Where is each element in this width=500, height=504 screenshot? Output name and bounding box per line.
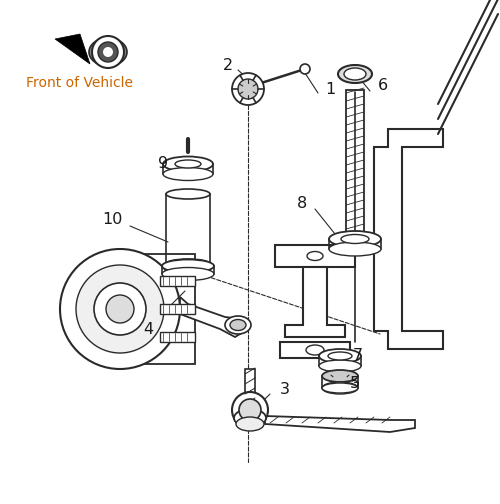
Bar <box>160 304 195 314</box>
Polygon shape <box>55 34 90 64</box>
Text: 8: 8 <box>297 197 307 212</box>
Ellipse shape <box>162 260 214 273</box>
Ellipse shape <box>236 417 264 431</box>
Ellipse shape <box>175 160 201 168</box>
Circle shape <box>238 79 258 99</box>
Ellipse shape <box>322 382 358 394</box>
Ellipse shape <box>225 316 251 334</box>
Text: Front of Vehicle: Front of Vehicle <box>26 76 134 90</box>
Text: 9: 9 <box>158 157 168 171</box>
Circle shape <box>232 392 268 428</box>
Ellipse shape <box>163 167 213 180</box>
Circle shape <box>76 265 164 353</box>
Ellipse shape <box>322 383 358 393</box>
Ellipse shape <box>162 268 214 281</box>
Polygon shape <box>180 297 245 337</box>
Polygon shape <box>374 129 443 349</box>
Ellipse shape <box>307 251 323 261</box>
Ellipse shape <box>306 345 324 355</box>
Ellipse shape <box>329 242 381 256</box>
Ellipse shape <box>166 189 210 199</box>
Ellipse shape <box>230 320 246 331</box>
Ellipse shape <box>319 360 361 372</box>
Ellipse shape <box>344 68 366 80</box>
Circle shape <box>94 283 146 335</box>
Ellipse shape <box>163 157 213 171</box>
Text: 4: 4 <box>143 322 153 337</box>
Ellipse shape <box>341 234 369 243</box>
Bar <box>160 332 195 342</box>
Text: 6: 6 <box>378 79 388 94</box>
Circle shape <box>300 64 310 74</box>
Bar <box>275 245 355 267</box>
Ellipse shape <box>319 349 361 363</box>
Ellipse shape <box>322 370 358 382</box>
Circle shape <box>103 47 113 57</box>
Text: 10: 10 <box>102 212 122 226</box>
Text: 2: 2 <box>223 58 233 74</box>
Circle shape <box>232 73 264 105</box>
Text: 7: 7 <box>353 348 363 363</box>
Bar <box>346 90 364 249</box>
Circle shape <box>239 399 261 421</box>
Ellipse shape <box>234 409 266 427</box>
Circle shape <box>60 249 180 369</box>
Polygon shape <box>265 416 415 432</box>
Text: 1: 1 <box>325 82 335 96</box>
Ellipse shape <box>328 352 352 360</box>
Ellipse shape <box>338 65 372 83</box>
Bar <box>160 276 195 286</box>
Circle shape <box>106 295 134 323</box>
Ellipse shape <box>166 259 210 269</box>
Bar <box>245 369 255 407</box>
Ellipse shape <box>89 38 127 66</box>
Polygon shape <box>135 254 195 364</box>
Circle shape <box>92 36 124 68</box>
Polygon shape <box>285 267 345 337</box>
Text: 5: 5 <box>350 376 360 392</box>
Text: 3: 3 <box>280 382 290 397</box>
Ellipse shape <box>329 231 381 247</box>
Bar <box>280 342 350 358</box>
Circle shape <box>98 42 118 62</box>
